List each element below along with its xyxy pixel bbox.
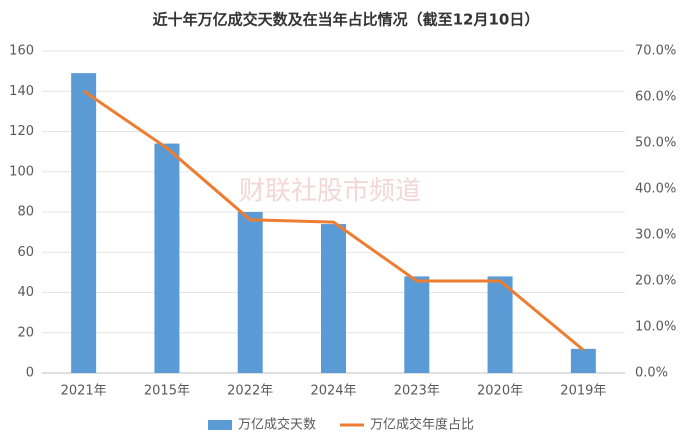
x-tick-label: 2019年 <box>560 384 606 399</box>
y2-tick-label: 30.0% <box>635 228 676 243</box>
x-tick-label: 2024年 <box>310 384 356 399</box>
y-tick-label: 140 <box>9 84 34 99</box>
legend-label: 万亿成交天数 <box>238 417 316 433</box>
x-tick-label: 2021年 <box>61 384 107 399</box>
bar <box>154 143 180 373</box>
bar <box>71 73 97 373</box>
x-tick-label: 2022年 <box>227 384 273 399</box>
x-tick-label: 2023年 <box>394 384 440 399</box>
y2-tick-label: 50.0% <box>635 136 676 151</box>
y-tick-label: 60 <box>17 245 34 260</box>
legend-swatch <box>208 420 232 430</box>
watermark: 财联社股市频道 <box>239 177 421 207</box>
y2-tick-label: 10.0% <box>635 320 676 335</box>
bar <box>487 276 513 373</box>
y-tick-label: 160 <box>9 44 34 59</box>
y-tick-label: 40 <box>17 285 34 300</box>
bar <box>404 276 430 373</box>
y-tick-label: 20 <box>17 325 34 340</box>
y-tick-label: 80 <box>17 205 34 220</box>
y2-tick-label: 70.0% <box>635 44 676 59</box>
bar <box>321 224 346 373</box>
y-tick-label: 120 <box>9 124 34 139</box>
bar <box>237 212 263 373</box>
y2-tick-label: 40.0% <box>635 182 676 197</box>
y-tick-label: 0 <box>26 366 34 381</box>
y2-tick-label: 60.0% <box>635 90 676 105</box>
y2-tick-label: 20.0% <box>635 274 676 289</box>
legend-label: 万亿成交年度占比 <box>370 417 474 433</box>
bar <box>570 348 596 373</box>
y2-tick-label: 0.0% <box>635 366 668 381</box>
x-tick-label: 2015年 <box>144 384 190 399</box>
x-tick-label: 2020年 <box>477 384 523 399</box>
line <box>82 89 585 352</box>
chart-title: 近十年万亿成交天数及在当年占比情况（截至12月10日） <box>153 11 540 29</box>
y-tick-label: 100 <box>9 164 34 179</box>
